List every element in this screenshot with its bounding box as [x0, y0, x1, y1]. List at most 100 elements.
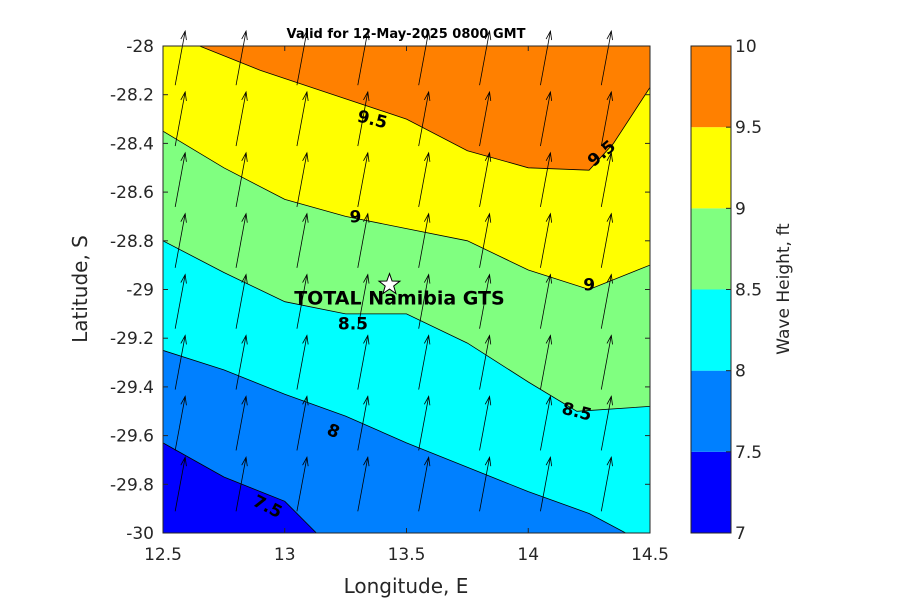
- x-tick-label: 12.5: [144, 545, 182, 565]
- wave-arrow: [418, 90, 431, 147]
- wave-arrow: [235, 212, 248, 268]
- wave-arrow: [174, 212, 187, 268]
- y-tick-label: -29.8: [110, 475, 154, 495]
- wave-arrow: [296, 273, 309, 329]
- wave-arrow: [357, 395, 370, 451]
- wave-arrow: [600, 90, 613, 147]
- wave-arrow: [357, 90, 370, 147]
- wave-arrow: [540, 395, 553, 451]
- wave-arrow: [600, 395, 613, 451]
- wave-arrow: [296, 151, 309, 207]
- wave-arrow: [418, 456, 431, 512]
- wave-arrow: [418, 273, 431, 329]
- wave-arrow: [296, 29, 309, 86]
- site-name-label: TOTAL Namibia GTS: [294, 288, 505, 310]
- x-tick-label: 14: [517, 545, 539, 565]
- contour-line-9: [163, 130, 650, 290]
- wave-arrow: [418, 212, 431, 268]
- wave-arrow: [540, 273, 553, 329]
- wave-arrow: [600, 151, 613, 207]
- colorbar-tick-label: 9.5: [735, 118, 762, 138]
- y-tick-label: -29: [126, 281, 154, 301]
- wave-arrow: [357, 273, 370, 329]
- contour-label-8_5: 8.5: [338, 315, 368, 335]
- wave-arrow: [600, 334, 613, 390]
- wave-arrow: [296, 334, 309, 390]
- wave-arrow: [540, 334, 553, 390]
- contour-line-8: [163, 350, 626, 533]
- band-fill-7_5: [163, 350, 650, 533]
- y-axis-ticks: -28 -28.2 -28.4 -28.6 -28.8 -29 -29.2 -29.4 -29.…: [110, 37, 650, 544]
- wave-arrow: [540, 212, 553, 268]
- y-tick-label: -28.6: [110, 183, 154, 203]
- wave-arrow: [600, 212, 613, 268]
- wave-arrow: [235, 273, 248, 329]
- wave-arrow: [600, 456, 613, 512]
- wave-arrow: [479, 334, 492, 390]
- wave-arrow: [540, 29, 553, 86]
- y-tick-label: -30: [126, 524, 154, 544]
- colorbar-tick-label: 7.5: [735, 443, 762, 463]
- wave-arrow: [235, 29, 248, 86]
- colorbar-swatch-9_5: [691, 46, 731, 128]
- wave-arrow: [357, 456, 370, 512]
- wave-arrow: [174, 395, 187, 451]
- y-tick-label: -28: [126, 37, 154, 57]
- wave-arrow: [235, 395, 248, 451]
- contour-line-7_5: [163, 442, 317, 533]
- wave-arrow: [174, 151, 187, 207]
- wave-arrow: [418, 334, 431, 390]
- contour-label-9: 9: [349, 207, 361, 227]
- contour-line-8_5: [163, 240, 650, 412]
- wave-arrow: [235, 456, 248, 512]
- band-fill-7: [163, 442, 390, 533]
- wave-arrow: [418, 395, 431, 451]
- colorbar-swatch-8_5: [691, 208, 731, 290]
- wave-arrow: [296, 212, 309, 268]
- wave-arrow: [296, 456, 309, 512]
- wave-arrow: [357, 151, 370, 207]
- y-tick-label: -28.2: [110, 86, 154, 106]
- wave-arrow: [235, 90, 248, 147]
- contour-label-9-b: 9: [583, 276, 595, 296]
- wave-arrow: [174, 334, 187, 390]
- site-marker-group: TOTAL Namibia GTS: [294, 272, 505, 310]
- wave-arrow: [479, 456, 492, 512]
- colorbar-tick-label: 9: [735, 199, 746, 219]
- colorbar-tick-label: 8: [735, 362, 746, 382]
- y-tick-label: -29.2: [110, 329, 154, 349]
- x-axis-label: Longitude, E: [344, 574, 469, 598]
- wave-arrow: [479, 395, 492, 451]
- x-tick-label: 13: [274, 545, 296, 565]
- colorbar: 7 7.5 8 8.5 9 9.5 10: [690, 37, 762, 544]
- wave-arrow: [418, 29, 431, 86]
- wave-arrow: [357, 334, 370, 390]
- y-tick-label: -29.6: [110, 427, 154, 447]
- colorbar-swatch-8: [691, 289, 731, 371]
- chart-title: Valid for 12-May-2025 0800 GMT: [287, 27, 526, 42]
- x-tick-label: 13.5: [388, 545, 426, 565]
- wave-arrow: [479, 151, 492, 207]
- colorbar-swatch-7: [691, 451, 731, 533]
- wave-arrow: [235, 334, 248, 390]
- y-tick-label: -28.4: [110, 134, 154, 154]
- colorbar-tick-label: 7: [735, 524, 746, 544]
- colorbar-tick-label: 10: [735, 37, 757, 57]
- contour-line-9_5: [199, 46, 650, 171]
- wave-arrow: [540, 151, 553, 207]
- wave-arrow: [479, 29, 492, 86]
- site-star-icon: [377, 272, 402, 295]
- wave-arrow: [418, 151, 431, 207]
- wave-arrow: [540, 456, 553, 512]
- wave-arrow: [479, 273, 492, 329]
- x-tick-label: 14.5: [631, 545, 669, 565]
- colorbar-swatch-7_5: [691, 370, 731, 452]
- contour-fills: [163, 46, 650, 533]
- wave-arrow: [296, 90, 309, 147]
- y-tick-label: -29.4: [110, 378, 154, 398]
- wave-arrow: [357, 212, 370, 268]
- wave-arrow: [174, 273, 187, 329]
- wave-arrow: [174, 90, 187, 147]
